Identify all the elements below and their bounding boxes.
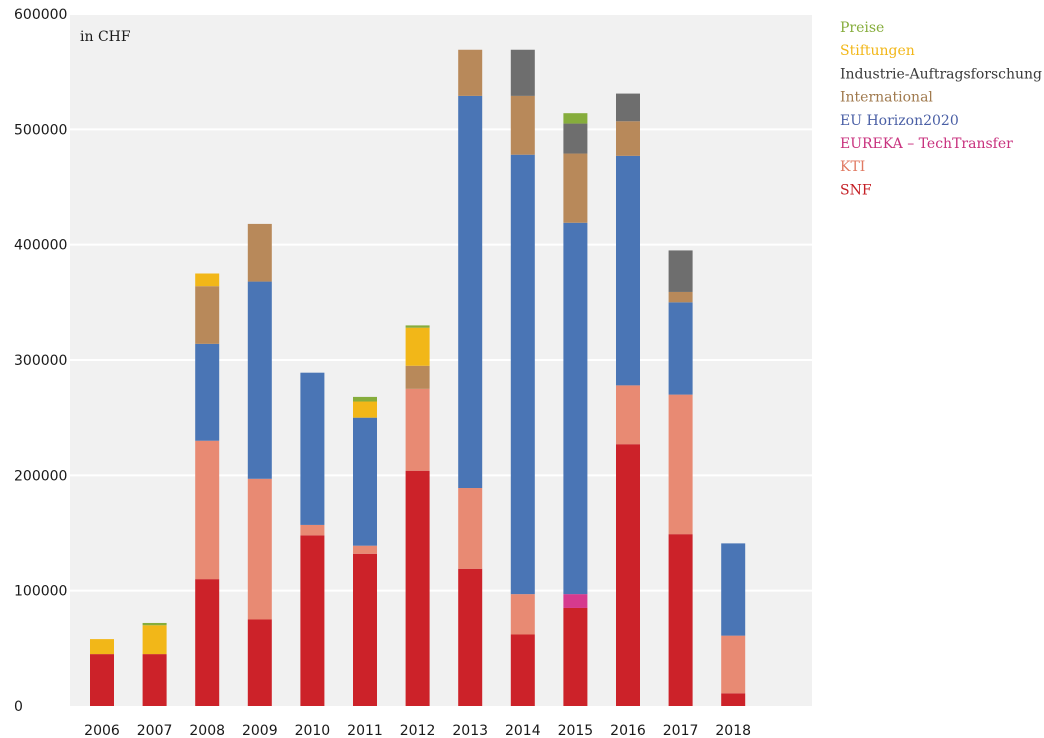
bar-segment <box>721 635 746 694</box>
legend-entry: KTI <box>840 159 865 175</box>
bar-segment <box>616 93 640 122</box>
bar-segment <box>90 654 114 706</box>
bar-segment <box>405 388 430 471</box>
bar-segment <box>458 488 483 569</box>
bar-segment <box>300 535 325 706</box>
bar-segment <box>142 625 167 655</box>
bar-segment <box>510 634 535 706</box>
bar-segment <box>458 49 483 96</box>
x-tick-label: 2007 <box>137 723 173 738</box>
bar-segment <box>405 327 430 366</box>
legend-entry: Industrie-Auftragsforschung <box>840 66 1042 82</box>
bar-segment <box>142 622 167 626</box>
y-tick-label: 500000 <box>14 122 67 138</box>
bar-segment <box>668 394 693 535</box>
x-tick-label: 2008 <box>189 723 225 738</box>
bar-segment <box>668 302 693 395</box>
bar-segment <box>353 417 377 546</box>
bar-segment <box>510 49 535 96</box>
unit-label: in CHF <box>80 29 131 45</box>
bar-segment <box>458 568 483 706</box>
x-tick-label: 2017 <box>663 723 699 738</box>
bar-segment <box>195 343 220 441</box>
bar-segment <box>195 286 220 344</box>
bars <box>90 49 746 706</box>
y-tick-label: 400000 <box>14 238 67 254</box>
bar-segment <box>510 154 535 595</box>
legend-entry: EUREKA – TechTransfer <box>840 136 1013 152</box>
bar-segment <box>616 385 640 445</box>
x-tick-label: 2012 <box>400 723 436 738</box>
bar-segment <box>247 619 272 706</box>
bar-segment <box>353 553 377 706</box>
legend-entry: EU Horizon2020 <box>840 113 959 129</box>
bar-segment <box>195 440 220 580</box>
bar-segment <box>510 594 535 635</box>
bar-segment <box>247 478 272 620</box>
bar-segment <box>195 273 220 287</box>
bar-segment <box>353 545 377 554</box>
bar-segment <box>405 365 430 389</box>
x-tick-label: 2009 <box>242 723 278 738</box>
bar-segment <box>616 155 640 386</box>
y-tick-label: 300000 <box>14 353 67 369</box>
bar-segment <box>142 654 167 706</box>
x-tick-label: 2015 <box>558 723 594 738</box>
bar-segment <box>668 291 693 303</box>
y-tick-label: 0 <box>14 699 23 715</box>
bar-segment <box>247 281 272 479</box>
legend: Preise Stiftungen Industrie-Auftragsforsch… <box>840 20 1042 198</box>
bar-segment <box>300 524 325 536</box>
bar-segment <box>353 401 377 418</box>
y-axis: 0 100000 200000 300000 400000 500000 600000 <box>14 7 67 715</box>
x-tick-label: 2011 <box>347 723 383 738</box>
bar-segment <box>721 543 746 636</box>
legend-entry: International <box>840 90 933 106</box>
bar-segment <box>563 113 588 124</box>
bar-segment <box>458 95 483 489</box>
bar-segment <box>616 444 640 706</box>
bar-segment <box>510 95 535 155</box>
x-axis: 2006 2007 2008 2009 2010 2011 2012 2013 2014 2015… <box>84 723 751 738</box>
legend-entry: Preise <box>840 20 884 36</box>
bar-segment <box>300 372 325 525</box>
y-tick-label: 600000 <box>14 7 67 23</box>
x-tick-label: 2013 <box>452 723 488 738</box>
bar-segment <box>563 222 588 595</box>
bar-segment <box>247 223 272 282</box>
gridlines <box>70 13 812 592</box>
bar-segment <box>721 693 746 706</box>
bar-segment <box>563 153 588 223</box>
x-tick-label: 2010 <box>295 723 331 738</box>
x-tick-label: 2006 <box>84 723 120 738</box>
bar-segment <box>90 639 114 655</box>
legend-entry: Stiftungen <box>840 43 915 59</box>
bar-segment <box>195 579 220 706</box>
bar-segment <box>405 470 430 706</box>
y-tick-label: 100000 <box>14 584 67 600</box>
bar-segment <box>668 250 693 292</box>
bar-segment <box>353 396 377 402</box>
bar-segment <box>563 607 588 706</box>
x-tick-label: 2018 <box>715 723 751 738</box>
bar-segment <box>563 123 588 154</box>
legend-entry: SNF <box>840 182 872 198</box>
x-tick-label: 2014 <box>505 723 541 738</box>
y-tick-label: 200000 <box>14 468 67 484</box>
bar-segment <box>405 325 430 328</box>
bar-segment <box>563 594 588 608</box>
bar-segment <box>616 121 640 156</box>
x-tick-label: 2016 <box>610 723 646 738</box>
bar-segment <box>668 534 693 706</box>
